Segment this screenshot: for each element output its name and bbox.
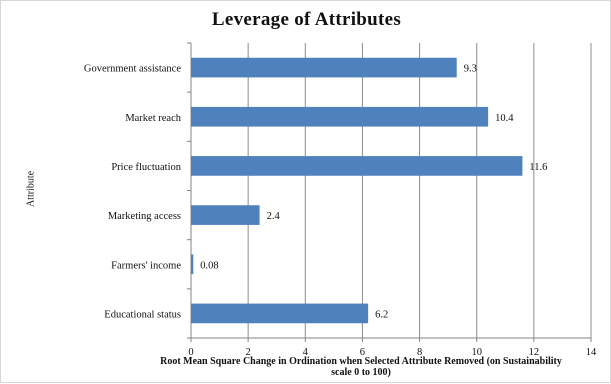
x-axis-label: Root Mean Square Change in Ordination wh… bbox=[160, 356, 562, 378]
chart-title: Leverage of Attributes bbox=[211, 9, 402, 30]
x-tick-label: 4 bbox=[303, 347, 309, 358]
bar bbox=[191, 254, 194, 275]
category-label: Market reach bbox=[125, 113, 181, 124]
x-tick-label: 2 bbox=[246, 347, 251, 358]
data-label: 11.6 bbox=[529, 162, 547, 173]
x-tick-label: 6 bbox=[360, 347, 365, 358]
category-label: Price fluctuation bbox=[111, 162, 181, 173]
bar bbox=[191, 106, 489, 127]
data-label: 9.3 bbox=[464, 64, 477, 75]
category-label: Government assistance bbox=[84, 64, 181, 75]
x-tick-label: 0 bbox=[188, 347, 193, 358]
x-tick-label: 8 bbox=[417, 347, 422, 358]
x-tick-label: 12 bbox=[529, 347, 540, 358]
x-tick-label: 10 bbox=[471, 347, 482, 358]
x-tick-label: 14 bbox=[586, 347, 597, 358]
category-label: Farmers' income bbox=[111, 260, 181, 271]
category-label: Marketing access bbox=[108, 211, 181, 222]
bar bbox=[191, 57, 457, 78]
data-label: 6.2 bbox=[375, 309, 388, 320]
bar bbox=[191, 205, 260, 225]
bar bbox=[191, 156, 523, 176]
category-label: Educational status bbox=[104, 309, 181, 320]
data-label: 2.4 bbox=[267, 211, 281, 222]
bar bbox=[191, 303, 369, 324]
data-label: 0.08 bbox=[200, 260, 218, 271]
data-label: 10.4 bbox=[495, 113, 514, 124]
